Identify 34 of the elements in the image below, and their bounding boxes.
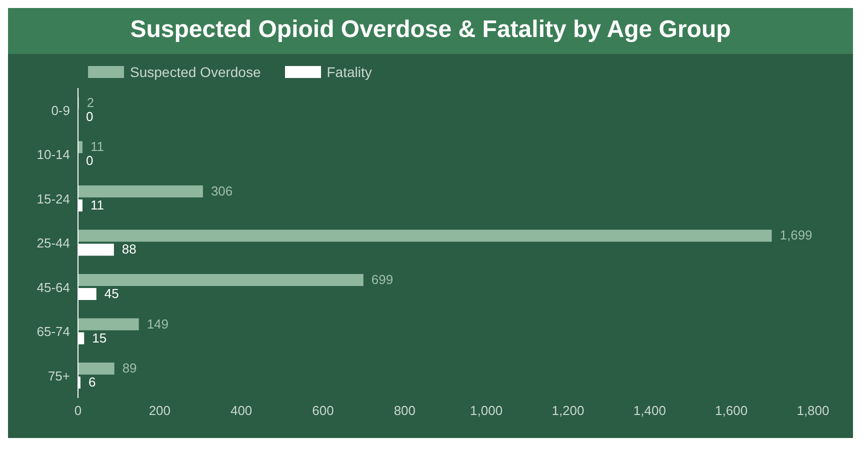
x-tick-label: 200: [148, 403, 171, 418]
data-label: 2: [86, 94, 94, 110]
data-label: 0: [86, 153, 94, 168]
data-label: 11: [90, 139, 104, 154]
data-label: 88: [122, 242, 136, 257]
data-label: 89: [122, 360, 137, 376]
legend-label: Suspected Overdose: [129, 64, 261, 80]
x-tick-label: 0: [74, 403, 82, 418]
y-tick-label: 10-14: [36, 147, 70, 162]
data-label: 149: [146, 316, 169, 332]
y-tick-label: 25-44: [36, 236, 70, 251]
x-tick-label: 1,600: [715, 403, 748, 418]
y-tick-label: 45-64: [36, 280, 70, 295]
data-label: 11: [90, 197, 104, 212]
legend-label: Fatality: [326, 64, 372, 80]
x-tick-label: 600: [312, 403, 334, 418]
data-label: 0: [86, 108, 94, 124]
data-label: 15: [92, 330, 107, 346]
data-label: 45: [104, 286, 119, 301]
y-tick-label: 0-9: [51, 102, 70, 118]
x-tick-label: 800: [394, 403, 416, 418]
y-tick-label: 15-24: [36, 191, 70, 206]
chart-title: Suspected Opioid Overdose & Fatality by Age Group: [8, 8, 853, 54]
data-label: 6: [88, 374, 96, 390]
data-label: 1,699: [780, 228, 812, 243]
x-tick-label: 400: [230, 403, 252, 418]
data-label: 306: [210, 183, 233, 198]
data-label: 699: [371, 272, 394, 287]
x-tick-label: 1,000: [470, 403, 503, 418]
y-tick-label: 75+: [48, 368, 70, 384]
y-tick-label: 65-74: [36, 324, 70, 340]
x-tick-label: 1,400: [633, 403, 666, 418]
x-tick-label: 1,800: [796, 403, 830, 418]
x-tick-label: 1,200: [552, 403, 584, 418]
